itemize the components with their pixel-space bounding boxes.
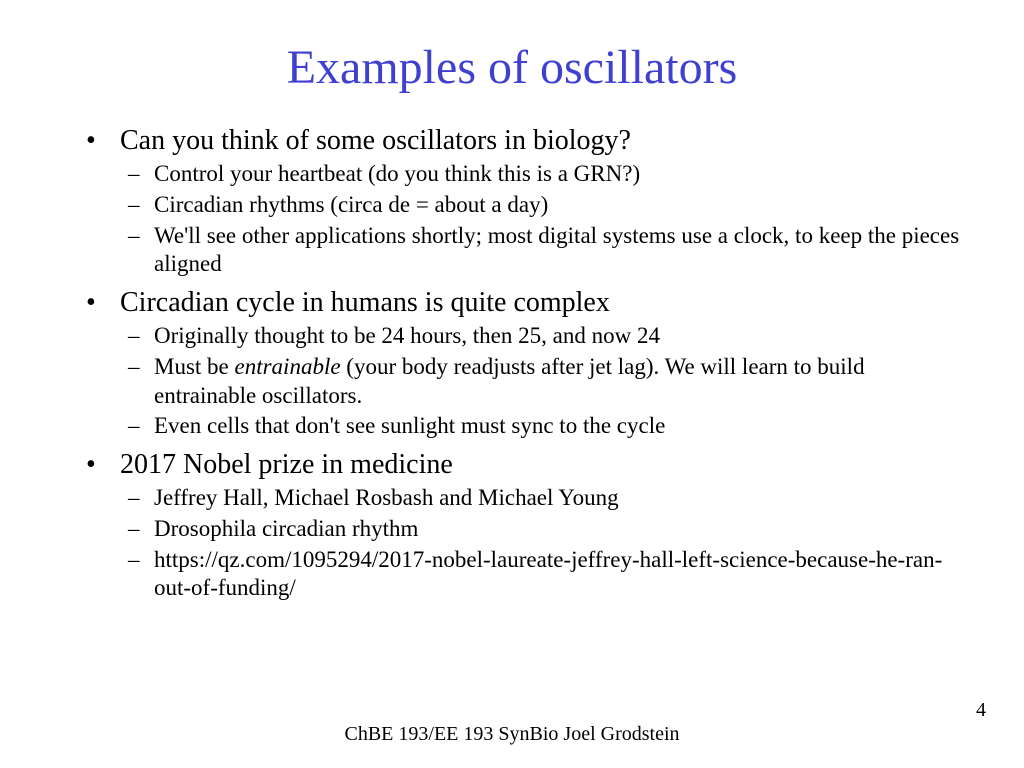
sub-list: Originally thought to be 24 hours, then … <box>120 322 964 441</box>
sub-item: We'll see other applications shortly; mo… <box>154 222 964 280</box>
sub-item: Circadian rhythms (circa de = about a da… <box>154 191 964 220</box>
sub-item: Jeffrey Hall, Michael Rosbash and Michae… <box>154 484 964 513</box>
sub-item: Even cells that don't see sunlight must … <box>154 412 964 441</box>
bullet-list: Can you think of some oscillators in bio… <box>120 123 964 603</box>
sub-list: Jeffrey Hall, Michael Rosbash and Michae… <box>120 484 964 603</box>
slide: Examples of oscillators Can you think of… <box>0 0 1024 768</box>
sub-item: https://qz.com/1095294/2017-nobel-laurea… <box>154 546 964 604</box>
slide-footer: ChBE 193/EE 193 SynBio Joel Grodstein <box>0 723 1024 746</box>
bullet-text: Can you think of some oscillators in bio… <box>120 125 631 156</box>
sub-item: Drosophila circadian rhythm <box>154 515 964 544</box>
bullet-item: Can you think of some oscillators in bio… <box>120 123 964 279</box>
slide-title: Examples of oscillators <box>60 40 964 95</box>
sub-item: Must be entrainable (your body readjusts… <box>154 353 964 411</box>
bullet-item: Circadian cycle in humans is quite compl… <box>120 285 964 441</box>
bullet-item: 2017 Nobel prize in medicine Jeffrey Hal… <box>120 447 964 603</box>
sub-list: Control your heartbeat (do you think thi… <box>120 160 964 279</box>
slide-content: Can you think of some oscillators in bio… <box>60 123 964 603</box>
sub-item: Control your heartbeat (do you think thi… <box>154 160 964 189</box>
bullet-text: 2017 Nobel prize in medicine <box>120 449 453 480</box>
bullet-text: Circadian cycle in humans is quite compl… <box>120 287 610 318</box>
sub-item: Originally thought to be 24 hours, then … <box>154 322 964 351</box>
page-number: 4 <box>976 699 986 722</box>
